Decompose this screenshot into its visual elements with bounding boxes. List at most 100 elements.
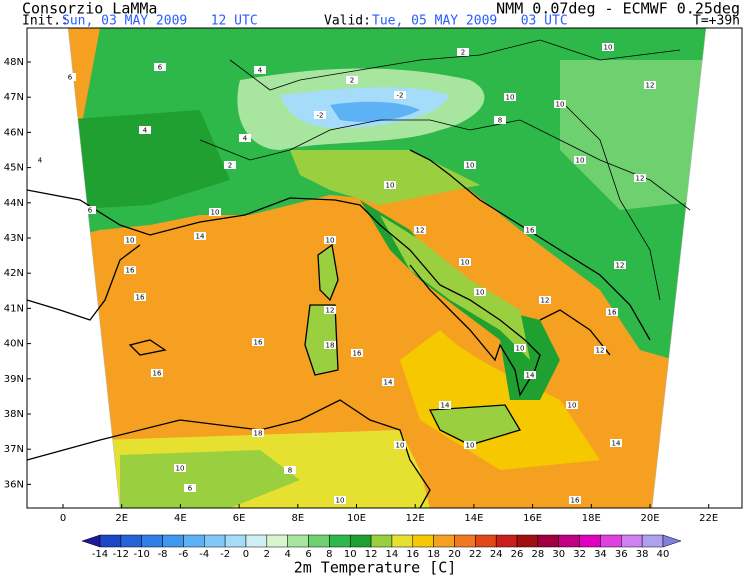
contour-label: 6 <box>88 207 93 215</box>
colorbar-label: 16 <box>406 549 419 560</box>
contour-label: 10 <box>576 157 585 165</box>
contour-label-box <box>554 100 566 108</box>
contour-label-box <box>504 93 516 101</box>
valid-value: Tue, 05 MAY 2009 03 UTC <box>372 14 568 29</box>
lon-label: 0 <box>60 513 66 524</box>
contour-label: 6 <box>68 74 73 82</box>
colorbar-swatch <box>162 534 184 548</box>
lat-label: 45N <box>4 163 24 174</box>
contour-label: 12 <box>541 297 550 305</box>
colorbar-swatch <box>433 534 455 548</box>
colorbar-label: 40 <box>657 549 670 560</box>
contour-label-box <box>174 464 186 472</box>
colorbar-label: 20 <box>448 549 461 560</box>
colorbar-label: 8 <box>326 549 332 560</box>
contour-label: 12 <box>636 175 645 183</box>
contour-label-box <box>284 466 296 474</box>
contour-label: 12 <box>596 347 605 355</box>
colorbar-label: 28 <box>532 549 545 560</box>
sicily-coast <box>428 404 521 446</box>
contour-label: 4 <box>38 157 43 165</box>
contour-label: 6 <box>188 485 193 493</box>
contour-label-box <box>606 308 618 316</box>
lat-label: 41N <box>4 303 24 314</box>
contour-label: 10 <box>211 209 220 217</box>
colorbar-label: 32 <box>573 549 586 560</box>
contour-label-box <box>324 341 336 349</box>
contour-label-box <box>574 156 586 164</box>
contour-label: 16 <box>608 309 617 317</box>
north-land-field <box>68 28 706 370</box>
left-title: Consorzio LaMMa <box>22 0 157 18</box>
border-line <box>559 99 661 301</box>
contour-label: 12 <box>616 262 625 270</box>
contour-label-box <box>610 439 622 447</box>
lon-label: 8E <box>291 513 304 524</box>
colorbar-swatch <box>183 534 205 548</box>
colorbar-swatch <box>308 534 330 548</box>
map-frame <box>26 27 743 509</box>
contour-label: -2 <box>317 112 324 120</box>
lon-label: 20E <box>640 513 659 524</box>
colorbar-swatch <box>516 534 539 548</box>
contour-label: 10 <box>466 442 475 450</box>
contour-label-box <box>134 293 146 301</box>
lon-label: 18E <box>582 513 601 524</box>
contour-label: 16 <box>153 370 162 378</box>
valid-label: Valid: <box>324 14 371 29</box>
contour-label-box <box>382 378 394 386</box>
colorbar-label: -12 <box>113 549 129 560</box>
lat-label: 39N <box>4 374 24 385</box>
lat-label: 47N <box>4 92 24 103</box>
lat-label: 43N <box>4 233 24 244</box>
colorbar-swatch <box>287 534 309 548</box>
coast-line <box>409 149 651 341</box>
lat-label: 42N <box>4 268 24 279</box>
contour-label-box <box>439 401 451 409</box>
contour-label-box <box>154 63 166 71</box>
spain-coast <box>26 244 141 321</box>
contour-label: 4 <box>143 127 148 135</box>
contour-label: 10 <box>126 237 135 245</box>
init-label: Init.: <box>22 14 69 29</box>
colorbar-label: 30 <box>552 549 565 560</box>
colorbar-label: 24 <box>490 549 503 560</box>
contour-label-box <box>614 261 626 269</box>
coastlines <box>26 39 691 509</box>
lon-label: 12E <box>406 513 425 524</box>
border-line <box>199 119 691 211</box>
contour-label: 8 <box>498 117 502 125</box>
contour-label-box <box>457 48 469 56</box>
contour-label-box <box>334 496 346 504</box>
colorbar-label: 12 <box>365 549 378 560</box>
contour-label: 16 <box>126 267 135 275</box>
contour-label: 8 <box>288 467 292 475</box>
init-value: Sun, 03 MAY 2009 12 UTC <box>62 14 258 29</box>
contour-label: 10 <box>461 259 470 267</box>
contour-label: 10 <box>396 442 405 450</box>
colorbar-swatch <box>641 534 664 548</box>
colorbar-label: 22 <box>469 549 482 560</box>
contour-label: 4 <box>258 67 263 75</box>
contour-label: 10 <box>386 182 395 190</box>
colorbar-swatch <box>141 534 163 548</box>
lat-label: 37N <box>4 444 24 455</box>
lat-label: 38N <box>4 409 24 420</box>
sardinia-coast <box>304 304 339 376</box>
contour-label: 2 <box>461 49 465 57</box>
contour-label-box <box>524 226 536 234</box>
contour-label-box <box>464 161 476 169</box>
lon-label: 14E <box>464 513 483 524</box>
italy-coast-field <box>380 215 530 360</box>
contour-label-box <box>254 66 266 74</box>
contour-label-box <box>474 288 486 296</box>
colorbar-swatch <box>537 534 559 548</box>
contour-label-box <box>252 429 264 437</box>
contour-label: 10 <box>568 402 577 410</box>
colorbar-label: -6 <box>178 549 188 560</box>
po-valley-field <box>290 150 480 205</box>
colorbar-swatch <box>391 534 414 548</box>
colorbar-label: 14 <box>386 549 399 560</box>
colorbar-swatch <box>621 534 643 548</box>
